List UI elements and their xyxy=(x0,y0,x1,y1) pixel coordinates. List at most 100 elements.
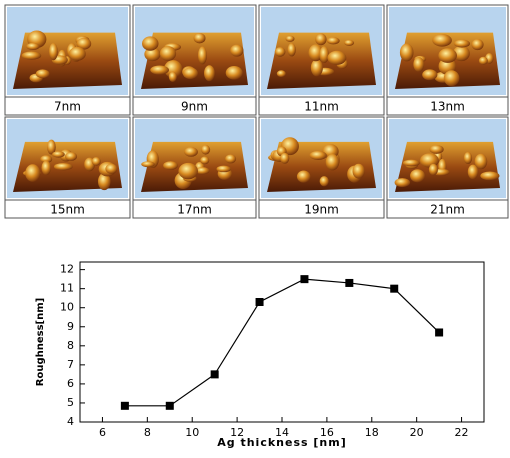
x-tick-label: 20 xyxy=(410,426,424,439)
afm-bump xyxy=(226,66,243,80)
afm-image xyxy=(141,33,248,89)
afm-bump xyxy=(395,178,410,187)
point xyxy=(345,279,353,287)
afm-bump xyxy=(277,70,286,77)
afm-bump xyxy=(200,157,209,165)
afm-bump xyxy=(400,44,414,62)
afm-bump xyxy=(217,166,231,173)
afm-bump xyxy=(413,57,424,72)
afm-image xyxy=(141,142,248,192)
x-tick-label: 8 xyxy=(144,426,151,439)
point xyxy=(300,275,308,283)
afm-bump xyxy=(54,163,73,170)
afm-bump xyxy=(326,154,340,170)
afm-bump xyxy=(178,163,198,179)
afm-bump xyxy=(230,45,243,57)
x-tick-label: 10 xyxy=(185,426,199,439)
afm-bump xyxy=(315,33,326,45)
afm-bump xyxy=(105,164,117,174)
plot-frame xyxy=(80,262,484,422)
image-grid: 7nm9nm11nm13nm15nm17nm19nm21nm xyxy=(5,5,508,218)
afm-bump xyxy=(184,147,198,157)
afm-bump xyxy=(275,47,286,57)
afm-image xyxy=(13,140,122,192)
afm-bump xyxy=(288,43,296,56)
afm-bump xyxy=(141,161,155,167)
afm-bump xyxy=(319,46,328,63)
afm-bump xyxy=(22,51,41,59)
afm-bump xyxy=(475,154,488,169)
panel-label: 9nm xyxy=(181,100,208,114)
afm-bump xyxy=(25,164,40,182)
afm-bump xyxy=(422,69,437,80)
panel-label: 7nm xyxy=(54,100,81,114)
y-tick-label: 12 xyxy=(60,263,74,276)
y-tick-label: 10 xyxy=(60,301,74,314)
afm-bump xyxy=(52,151,65,157)
panel-label: 19nm xyxy=(304,203,339,217)
afm-bump xyxy=(320,176,329,186)
afm-bump xyxy=(169,72,177,82)
point xyxy=(121,402,129,410)
afm-bump xyxy=(163,161,178,170)
afm-bump xyxy=(204,65,215,81)
afm-bump xyxy=(344,40,354,46)
afm-bump xyxy=(142,36,158,50)
point xyxy=(390,285,398,293)
line xyxy=(125,279,439,406)
afm-bump xyxy=(194,33,206,43)
y-tick-label: 4 xyxy=(67,415,74,428)
afm-bump xyxy=(352,164,364,179)
panel-label: 13nm xyxy=(430,100,465,114)
y-tick-label: 9 xyxy=(67,320,74,333)
figure: 7nm9nm11nm13nm15nm17nm19nm21nm Ag thickn… xyxy=(0,0,510,454)
afm-bump xyxy=(198,47,207,65)
afm-image xyxy=(395,33,500,89)
panel-label: 15nm xyxy=(50,203,85,217)
afm-bump xyxy=(327,51,346,65)
afm-bump xyxy=(49,43,58,60)
x-tick-label: 16 xyxy=(320,426,334,439)
afm-bump xyxy=(429,164,438,175)
afm-bump xyxy=(201,145,210,155)
afm-bump xyxy=(410,169,425,182)
afm-bump xyxy=(225,154,236,163)
afm-bump xyxy=(429,145,443,154)
afm-image xyxy=(13,30,122,89)
afm-bump xyxy=(36,69,50,78)
afm-image xyxy=(267,33,376,89)
y-axis-label: Roughness[nm] xyxy=(35,298,46,386)
afm-bump xyxy=(26,43,39,50)
afm-bump xyxy=(309,151,326,160)
afm-bump xyxy=(432,34,452,47)
afm-bump xyxy=(311,59,323,76)
afm-image xyxy=(267,137,376,192)
panel-label: 17nm xyxy=(177,203,212,217)
y-tick-label: 6 xyxy=(67,377,74,390)
y-tick-label: 8 xyxy=(67,339,74,352)
y-tick-label: 5 xyxy=(67,396,74,409)
x-tick-label: 6 xyxy=(99,426,106,439)
point xyxy=(435,328,443,336)
afm-bump xyxy=(327,37,340,44)
afm-bump xyxy=(280,153,289,164)
afm-bump xyxy=(41,161,51,176)
afm-bump xyxy=(444,70,460,86)
y-tick-label: 7 xyxy=(67,358,74,371)
afm-bump xyxy=(65,152,77,161)
point xyxy=(211,370,219,378)
x-tick-label: 14 xyxy=(275,426,289,439)
point xyxy=(256,298,264,306)
x-tick-label: 22 xyxy=(455,426,469,439)
afm-bump xyxy=(403,160,420,167)
afm-bump xyxy=(464,152,472,164)
afm-bump xyxy=(480,172,499,181)
afm-bump xyxy=(69,47,86,61)
afm-bump xyxy=(297,170,311,182)
afm-bump xyxy=(479,57,488,65)
afm-bump xyxy=(286,36,295,42)
afm-bump xyxy=(183,67,198,79)
afm-image xyxy=(395,142,500,192)
x-tick-label: 18 xyxy=(365,426,379,439)
y-tick-label: 11 xyxy=(60,282,74,295)
